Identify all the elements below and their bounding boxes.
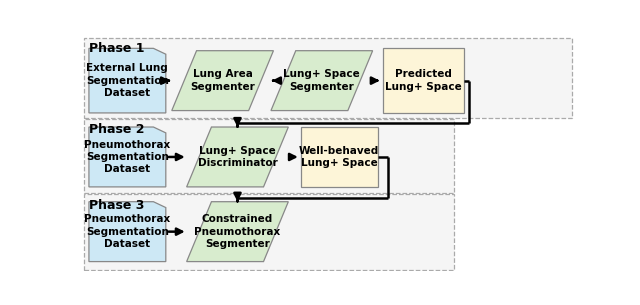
Text: Phase 3: Phase 3 [89,199,144,212]
Text: Phase 1: Phase 1 [89,42,145,55]
Polygon shape [187,202,289,262]
FancyBboxPatch shape [301,127,378,187]
Polygon shape [172,51,273,111]
Text: External Lung
Segmentation
Dataset: External Lung Segmentation Dataset [86,63,169,98]
Text: Phase 2: Phase 2 [89,124,145,137]
FancyBboxPatch shape [84,119,454,193]
FancyBboxPatch shape [84,38,572,118]
Text: Lung Area
Segmenter: Lung Area Segmenter [190,70,255,92]
Polygon shape [89,48,166,113]
Polygon shape [271,51,372,111]
Polygon shape [89,202,166,262]
Text: Predicted
Lung+ Space: Predicted Lung+ Space [385,70,462,92]
FancyBboxPatch shape [383,48,465,113]
Text: Lung+ Space
Discriminator: Lung+ Space Discriminator [198,146,277,168]
Text: Pneumothorax
Segmentation
Dataset: Pneumothorax Segmentation Dataset [84,214,170,249]
Polygon shape [187,127,289,187]
FancyBboxPatch shape [84,194,454,270]
Text: Lung+ Space
Segmenter: Lung+ Space Segmenter [284,70,360,92]
Text: Well-behaved
Lung+ Space: Well-behaved Lung+ Space [299,146,380,168]
Text: Constrained
Pneumothorax
Segmenter: Constrained Pneumothorax Segmenter [195,214,280,249]
Text: Pneumothorax
Segmentation
Dataset: Pneumothorax Segmentation Dataset [84,140,170,174]
Polygon shape [89,127,166,187]
